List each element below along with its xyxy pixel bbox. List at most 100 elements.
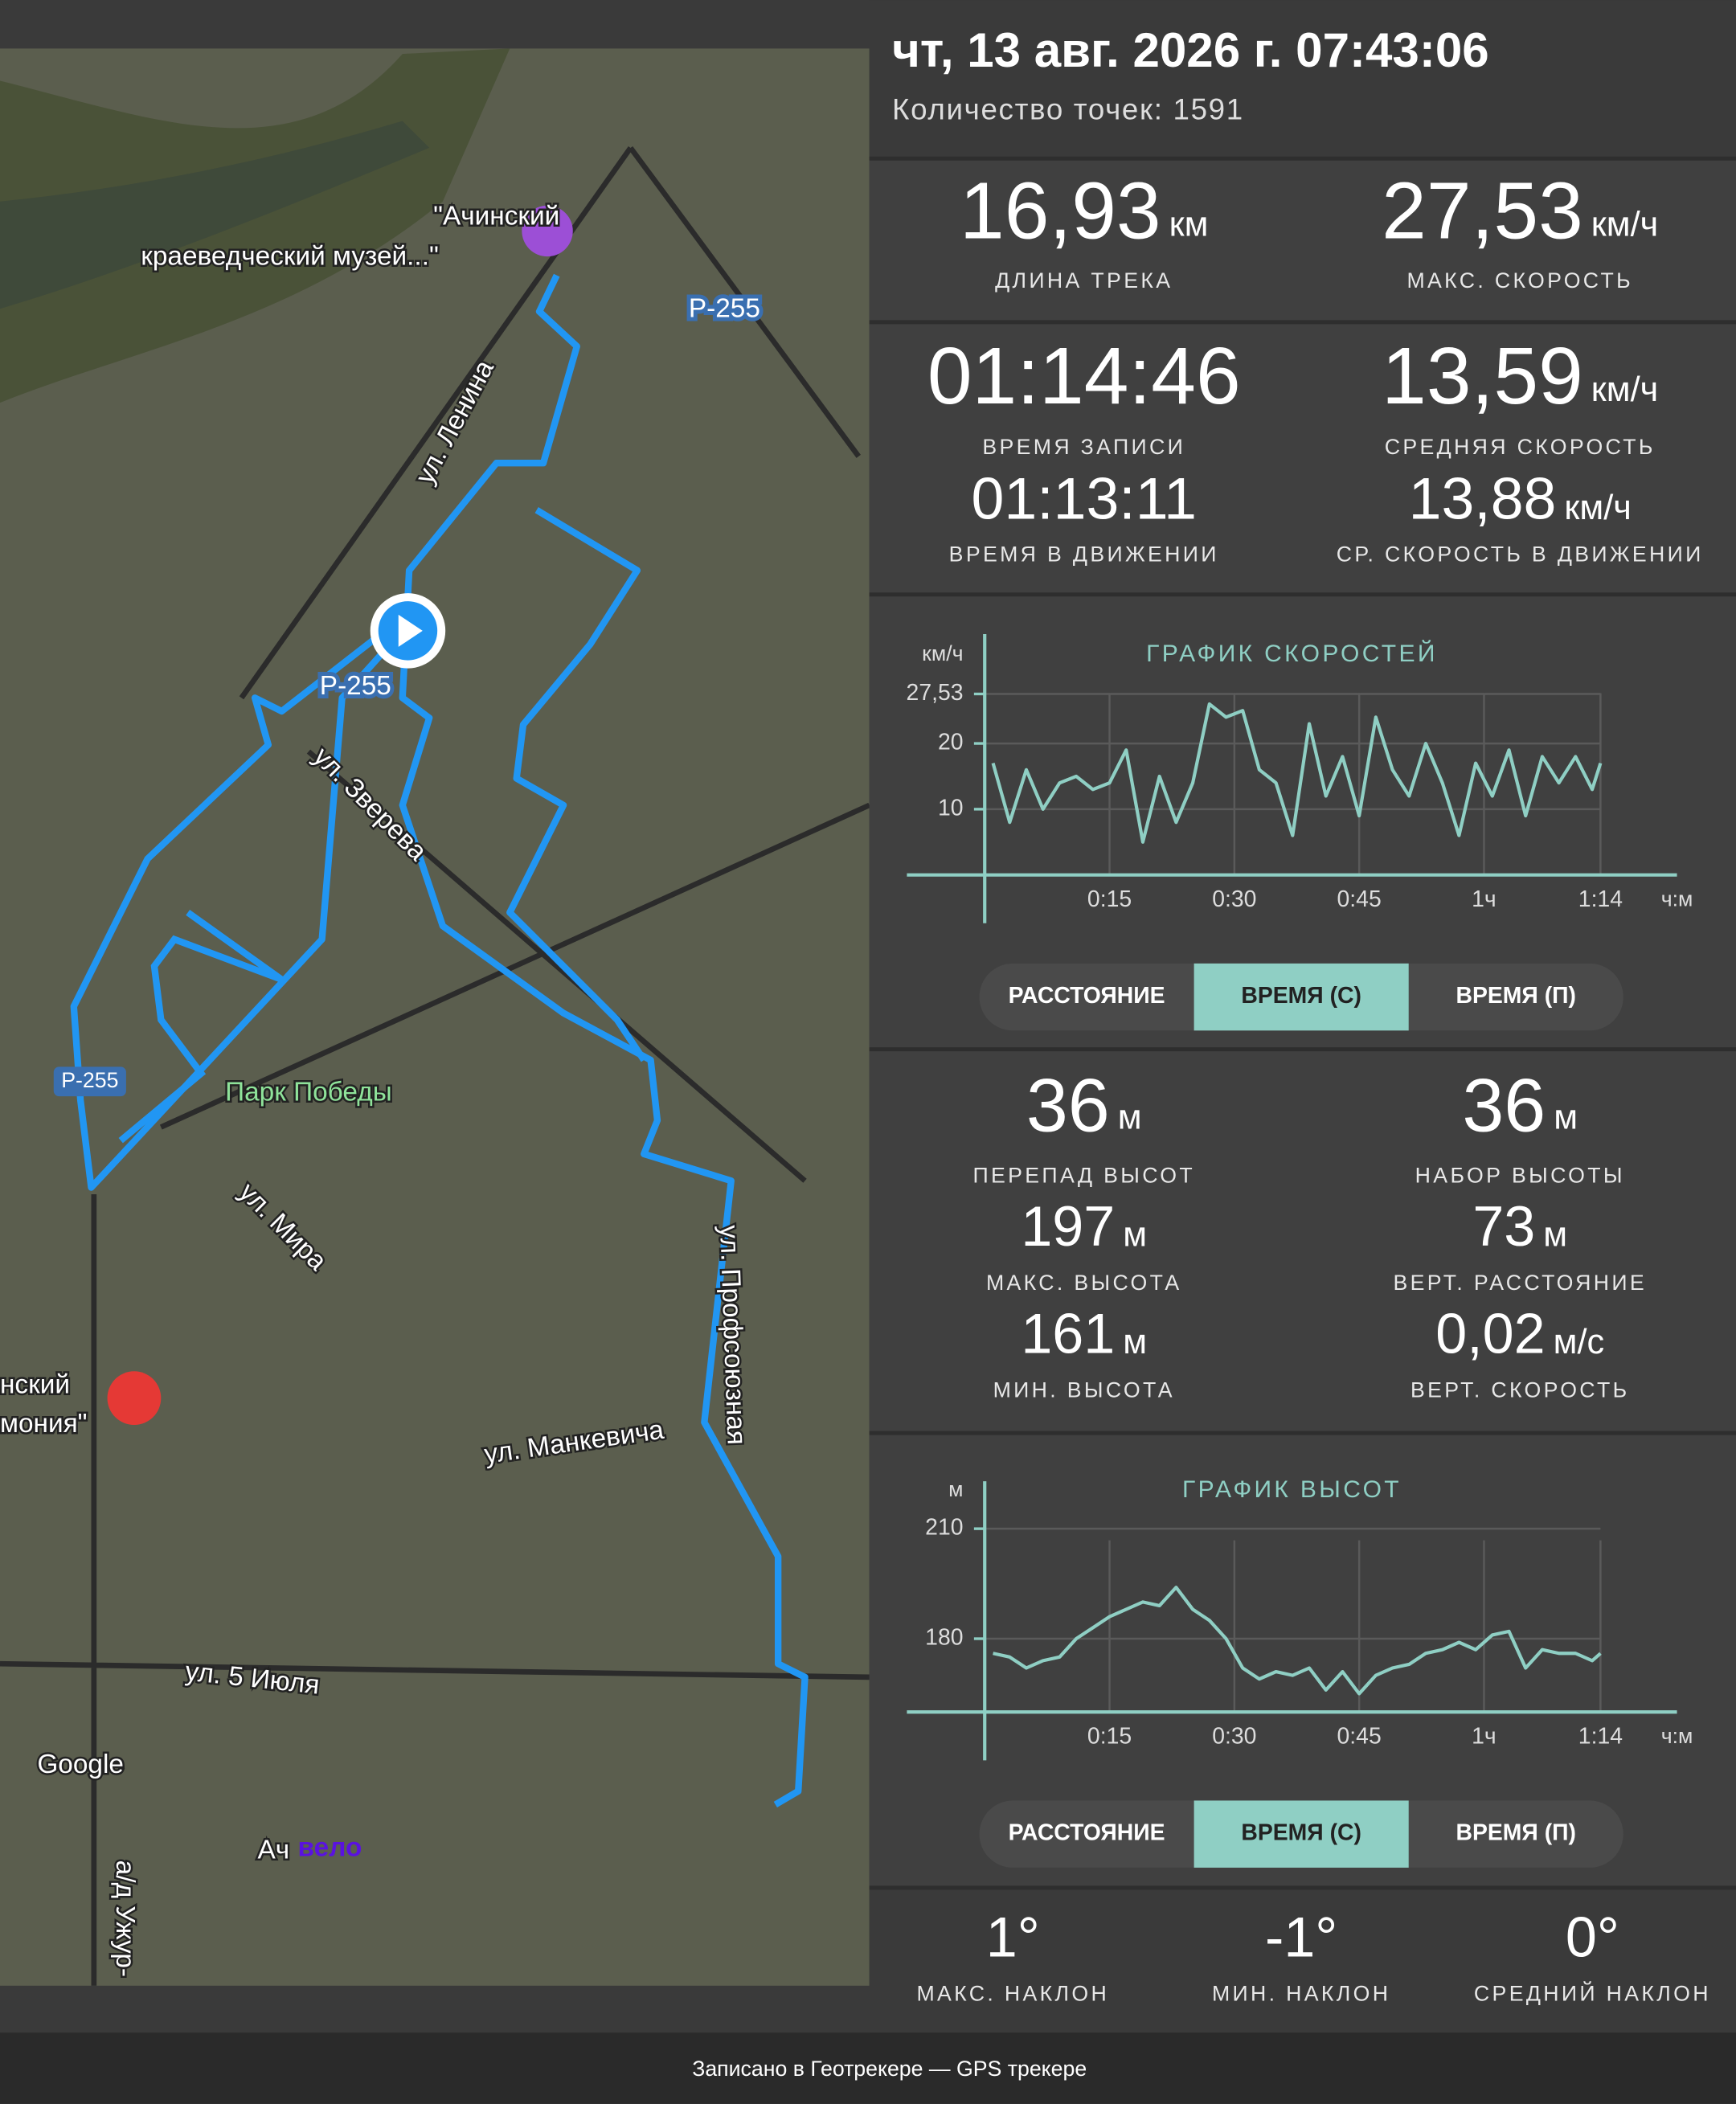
stat-label: МАКС. НАКЛОН bbox=[916, 1982, 1109, 2006]
value: 36 bbox=[1026, 1062, 1110, 1147]
stat-value: 1° bbox=[986, 1905, 1040, 1968]
x-tick-label: 1:14 bbox=[1578, 886, 1623, 912]
value: 01:14:46 bbox=[927, 332, 1241, 422]
map-label: "Ачинский bbox=[433, 202, 559, 231]
stat-label: ВЕРТ. СКОРОСТЬ bbox=[1410, 1377, 1630, 1402]
stat-value: 36 м bbox=[1462, 1062, 1578, 1147]
track-east bbox=[506, 507, 647, 1062]
map[interactable] bbox=[0, 48, 870, 1986]
museum-icon bbox=[522, 205, 573, 257]
stat-value: 197 м bbox=[1021, 1195, 1147, 1258]
value: -1° bbox=[1265, 1905, 1337, 1968]
map-label: вело bbox=[298, 1832, 362, 1862]
track-west bbox=[70, 614, 405, 1191]
stat-label: СР. СКОРОСТЬ В ДВИЖЕНИИ bbox=[1337, 542, 1704, 566]
value: 01:13:11 bbox=[972, 466, 1197, 532]
value: 197 bbox=[1021, 1195, 1115, 1258]
value: 13,88 bbox=[1409, 466, 1557, 532]
stat-label: НАБОР ВЫСОТЫ bbox=[1415, 1163, 1625, 1187]
value: 73 bbox=[1472, 1195, 1535, 1258]
x-unit: ч:м bbox=[1661, 886, 1693, 911]
map-label: краеведческий музей..." bbox=[141, 242, 439, 272]
track-loop bbox=[118, 910, 284, 1144]
footer: Записано в Геотрекере — GPS трекере bbox=[692, 2057, 1087, 2081]
stat-value: -1° bbox=[1265, 1905, 1337, 1968]
stat-value: 0,02 м/с bbox=[1435, 1302, 1604, 1365]
unit: км bbox=[1169, 206, 1209, 244]
track bbox=[399, 273, 809, 1808]
stat-label: МИН. НАКЛОН bbox=[1212, 1982, 1390, 2006]
value: 36 bbox=[1462, 1062, 1546, 1147]
toggle[interactable]: РАССТОЯНИЕ bbox=[1009, 983, 1165, 1009]
point-count: Количество точек: 1591 bbox=[892, 93, 1244, 126]
stat-value: 27,53 км/ч bbox=[1382, 166, 1658, 256]
y-unit: м bbox=[948, 1477, 963, 1501]
map-label: Р-255 bbox=[61, 1068, 118, 1092]
stat-label: СРЕДНИЙ НАКЛОН bbox=[1474, 1982, 1711, 2006]
value: 16,93 bbox=[960, 166, 1161, 256]
x-tick-label: 1:14 bbox=[1578, 1723, 1623, 1749]
unit: км/ч bbox=[1591, 206, 1658, 244]
stat-value: 13,59 км/ч bbox=[1382, 332, 1658, 422]
chart-title: ГРАФИК ВЫСОТ bbox=[1182, 1476, 1402, 1503]
map-label: мония" bbox=[0, 1409, 88, 1439]
value: 0° bbox=[1566, 1905, 1619, 1968]
toggle[interactable]: ВРЕМЯ (П) bbox=[1456, 1820, 1576, 1846]
value: 1° bbox=[986, 1905, 1040, 1968]
stat-label: СРЕДНЯЯ СКОРОСТЬ bbox=[1385, 435, 1656, 459]
map-label: Р-255 bbox=[689, 294, 760, 324]
series-line bbox=[993, 1586, 1602, 1696]
y-tick-label: 10 bbox=[938, 795, 964, 821]
stat-label: МАКС. ВЫСОТА bbox=[986, 1271, 1182, 1295]
toggle-selected bbox=[1194, 963, 1409, 1031]
y-tick-label: 27,53 bbox=[907, 680, 964, 706]
stat-value: 36 м bbox=[1026, 1062, 1142, 1147]
map-label: а/д Ужур- bbox=[110, 1860, 140, 1977]
unit: м bbox=[1123, 1323, 1147, 1361]
x-tick-label: 1ч bbox=[1472, 1723, 1496, 1749]
stat-value: 0° bbox=[1566, 1905, 1619, 1968]
toggle[interactable]: ВРЕМЯ (С) bbox=[1241, 983, 1361, 1009]
x-tick-label: 0:30 bbox=[1212, 886, 1256, 912]
chart-title: ГРАФИК СКОРОСТЕЙ bbox=[1146, 640, 1438, 667]
y-tick-label: 210 bbox=[925, 1515, 963, 1541]
unit: км/ч bbox=[1591, 371, 1658, 410]
y-tick-label: 180 bbox=[925, 1625, 963, 1651]
value: 0,02 bbox=[1435, 1302, 1545, 1365]
toggle[interactable]: РАССТОЯНИЕ bbox=[1009, 1820, 1165, 1846]
x-tick-label: 0:45 bbox=[1337, 886, 1382, 912]
stat-value: 161 м bbox=[1021, 1302, 1147, 1365]
x-tick-label: 0:30 bbox=[1212, 1723, 1256, 1749]
stat-value: 01:14:46 bbox=[927, 332, 1241, 422]
y-tick-label: 20 bbox=[938, 730, 964, 755]
stat-label: ВЕРТ. РАССТОЯНИЕ bbox=[1394, 1271, 1647, 1295]
stat-value: 73 м bbox=[1472, 1195, 1567, 1258]
datetime: чт, 13 авг. 2026 г. 07:43:06 bbox=[892, 23, 1489, 77]
toggle-selected bbox=[1194, 1800, 1409, 1868]
play-icon bbox=[398, 614, 423, 647]
x-tick-label: 0:15 bbox=[1087, 1723, 1132, 1749]
unit: км/ч bbox=[1564, 489, 1631, 528]
series-line bbox=[991, 702, 1603, 844]
x-tick-label: 1ч bbox=[1472, 886, 1496, 912]
unit: м bbox=[1543, 1216, 1567, 1255]
stat-label: ПЕРЕПАД ВЫСОТ bbox=[972, 1163, 1195, 1187]
map-label: нский bbox=[0, 1369, 70, 1399]
x-tick-label: 0:15 bbox=[1087, 886, 1132, 912]
stat-value: 01:13:11 bbox=[972, 466, 1197, 532]
toggle[interactable]: ВРЕМЯ (С) bbox=[1241, 1820, 1361, 1846]
dividers bbox=[869, 156, 1736, 1890]
x-tick-label: 0:45 bbox=[1337, 1723, 1382, 1749]
unit: м bbox=[1118, 1099, 1142, 1137]
footer-bar bbox=[0, 2032, 1736, 2104]
map-label: Google bbox=[37, 1750, 124, 1779]
p255-badge bbox=[53, 1066, 126, 1097]
map-label: Парк Победы bbox=[225, 1078, 392, 1107]
x-unit: ч:м bbox=[1661, 1724, 1693, 1748]
y-unit: км/ч bbox=[922, 641, 963, 665]
toggle[interactable]: ВРЕМЯ (П) bbox=[1456, 983, 1576, 1009]
map-label: Ач bbox=[257, 1836, 289, 1865]
stat-label: МАКС. СКОРОСТЬ bbox=[1406, 268, 1633, 293]
hospital-icon bbox=[107, 1371, 162, 1426]
